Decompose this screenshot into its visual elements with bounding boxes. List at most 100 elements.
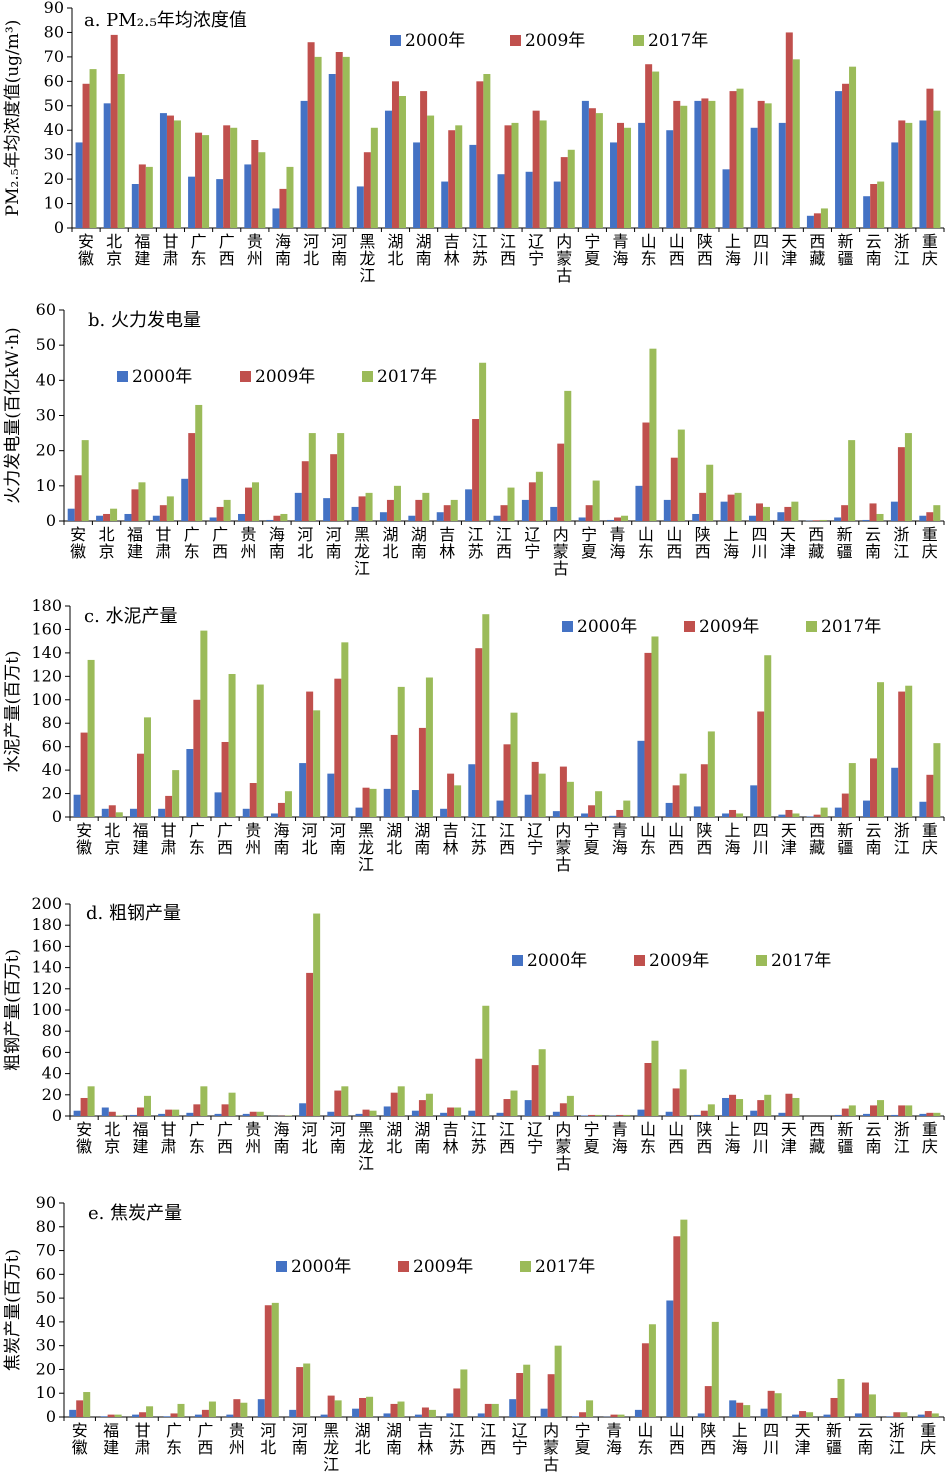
- bar-2009年-浙江: [898, 691, 906, 817]
- bar-2017年-广东: [202, 135, 210, 228]
- bar-2009年-河北: [306, 691, 314, 817]
- bar-2017年-广东: [200, 630, 208, 817]
- y-tick-label: 0: [52, 1106, 62, 1125]
- bar-2009年-浙江: [898, 120, 906, 228]
- bar-2000年-天津: [778, 122, 786, 228]
- bar-2009年-贵州: [245, 487, 253, 521]
- category-label: 贵州: [247, 232, 263, 268]
- bar-2000年-甘肃: [152, 515, 160, 521]
- bar-2000年-安徽: [69, 1409, 77, 1417]
- bar-2017年-广东: [195, 404, 203, 521]
- bar-2009年-贵州: [249, 1111, 257, 1116]
- bar-2009年-山东: [644, 652, 652, 817]
- bar-2017年-天津: [792, 59, 800, 228]
- bar-2009年-云南: [870, 758, 878, 817]
- bar-2017年-黑龙江: [370, 127, 378, 228]
- bar-2017年-江苏: [479, 362, 487, 521]
- category-label: 黑龙江: [323, 1421, 339, 1474]
- bar-2009年-湖南: [418, 1100, 426, 1116]
- legend-label: 2000年: [527, 951, 587, 971]
- bar-2000年-广东: [186, 749, 194, 817]
- bar-2000年-山东: [638, 122, 646, 228]
- bar-2009年-河北: [307, 42, 315, 228]
- category-label: 宁夏: [584, 232, 600, 268]
- bar-2017年-四川: [774, 1393, 782, 1417]
- legend-label: 2009年: [525, 31, 585, 51]
- bar-2009年-新疆: [842, 83, 850, 228]
- bar-2009年-河北: [301, 461, 309, 521]
- bar-2017年-天津: [806, 1412, 814, 1417]
- bar-2000年-河北: [299, 1103, 307, 1116]
- category-label: 河北: [297, 525, 313, 561]
- category-label: 山西: [668, 1120, 684, 1156]
- bar-2017年-山西: [680, 1219, 688, 1417]
- category-label: 湖南: [416, 232, 432, 268]
- y-tick-label: 40: [36, 370, 56, 389]
- bar-2000年-山西: [663, 499, 671, 521]
- bar-2017年-云南: [877, 682, 885, 817]
- bar-2000年-河南: [327, 1111, 335, 1116]
- bar-2009年-广西: [201, 1409, 209, 1417]
- legend-swatch: [117, 371, 128, 382]
- legend-swatch: [390, 35, 401, 46]
- bar-2000年-贵州: [238, 513, 246, 521]
- bar-2009年-四川: [757, 1100, 765, 1116]
- bar-2009年-陕西: [704, 1386, 712, 1417]
- bar-2009年-辽宁: [516, 1373, 524, 1417]
- bar-2009年-山西: [672, 1088, 680, 1116]
- bar-2009年-上海: [727, 494, 735, 522]
- y-tick-label: 180: [31, 915, 62, 934]
- bar-2009年-北京: [108, 1111, 116, 1116]
- bar-2000年-北京: [101, 808, 109, 817]
- category-label: 浙江: [889, 1421, 905, 1457]
- bar-2000年-辽宁: [524, 794, 532, 817]
- bar-2017年-山东: [648, 1324, 656, 1417]
- bar-2017年-山东: [651, 636, 659, 817]
- bar-2000年-河南: [327, 773, 335, 817]
- bar-2017年-宁夏: [595, 1114, 603, 1116]
- bar-2017年-广西: [223, 499, 231, 521]
- bar-2017年-江西: [491, 1403, 499, 1417]
- bar-2000年-江苏: [465, 489, 473, 521]
- legend-label: 2017年: [535, 1257, 595, 1277]
- bar-2017年-黑龙江: [334, 1400, 342, 1417]
- category-label: 福建: [132, 1120, 148, 1156]
- category-label: 广东: [189, 821, 205, 857]
- bar-2000年-辽宁: [509, 1399, 517, 1417]
- bar-2009年-四川: [757, 711, 765, 817]
- category-label: 青海: [612, 1120, 628, 1156]
- y-tick-label: 80: [42, 1021, 62, 1040]
- bar-2009年-江西: [484, 1403, 492, 1417]
- category-label: 浙江: [894, 232, 910, 268]
- bar-2009年-青海: [616, 1114, 624, 1116]
- y-tick-label: 20: [44, 169, 64, 188]
- bar-2017年-湖北: [397, 686, 405, 817]
- bar-2009年-吉林: [448, 130, 456, 228]
- bar-2000年-内蒙古: [540, 1408, 548, 1417]
- category-label: 四川: [753, 1120, 769, 1156]
- legend-swatch: [634, 955, 645, 966]
- bar-2017年-江苏: [482, 614, 490, 817]
- y-tick-label: 30: [44, 145, 64, 164]
- bar-2017年-福建: [143, 717, 151, 817]
- bar-2017年-海南: [284, 791, 292, 817]
- bar-2009年-西藏: [813, 814, 821, 817]
- bar-2000年-广东: [181, 478, 189, 521]
- chart-title: a. PM₂.₅年均浓度值: [84, 10, 247, 31]
- category-label: 西藏: [809, 821, 825, 857]
- bar-2017年-黑龙江: [369, 1110, 377, 1116]
- y-tick-label: 0: [52, 807, 62, 826]
- bar-2009年-浙江: [898, 1105, 906, 1116]
- bar-2000年-湖南: [413, 142, 421, 228]
- y-tick-label: 70: [36, 1241, 56, 1260]
- bar-2000年-重庆: [917, 1414, 925, 1417]
- category-label: 上海: [732, 1421, 748, 1457]
- bar-2009年-陕西: [701, 98, 709, 228]
- bar-2009年-青海: [614, 517, 622, 521]
- bar-2009年-云南: [870, 184, 878, 228]
- bar-2000年-山西: [665, 1111, 673, 1116]
- category-label: 青海: [606, 1421, 622, 1457]
- bar-2000年-广西: [194, 1414, 202, 1417]
- bar-2000年-内蒙古: [550, 506, 558, 521]
- bar-2017年-河南: [303, 1363, 311, 1417]
